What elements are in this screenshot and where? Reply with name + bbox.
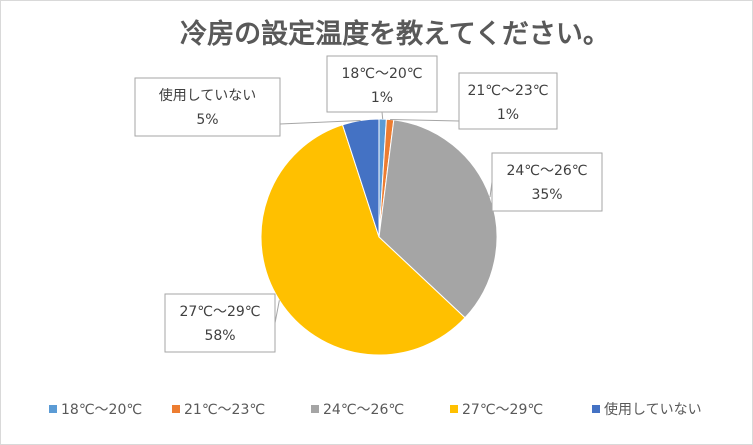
callout-category-label: 27℃～29℃ — [179, 304, 260, 320]
callout-percent-label: 5% — [196, 112, 218, 128]
callout-percent-label: 1% — [497, 107, 519, 123]
legend-swatch — [172, 405, 180, 413]
legend-swatch — [592, 405, 600, 413]
callout-leader-line — [274, 300, 280, 324]
legend-label: 21℃～23℃ — [184, 402, 265, 418]
legend-swatch — [311, 405, 319, 413]
data-callouts: 18℃～20℃ 1% 21℃～23℃ 1% 24℃～26℃ 35% 27℃～29℃ 58% 使用… — [134, 55, 603, 353]
callout-box — [164, 293, 276, 353]
callout-category-label: 18℃～20℃ — [341, 66, 422, 82]
chart-title: 冷房の設定温度を教えてください。 — [180, 18, 610, 50]
callout-category-label: 24℃～26℃ — [506, 163, 587, 179]
callout-box — [491, 152, 603, 212]
legend-item: 使用していない — [592, 401, 702, 418]
callout-box — [134, 77, 281, 137]
callout-leader-line — [381, 111, 384, 120]
callout-percent-label: 1% — [371, 90, 393, 106]
callout-leader-line — [390, 119, 460, 122]
callout-box — [458, 72, 558, 130]
callout-category-label: 使用していない — [159, 87, 257, 104]
pie-slice — [341, 118, 380, 238]
legend-swatch — [450, 405, 458, 413]
callout-category-label: 21℃～23℃ — [467, 83, 548, 99]
legend-item: 24℃～26℃ — [311, 402, 404, 418]
legend-label: 24℃～26℃ — [323, 402, 404, 418]
callout-percent-label: 35% — [531, 187, 562, 203]
legend: 18℃～20℃ 21℃～23℃ 24℃～26℃ 27℃～29℃ 使用していない — [49, 401, 702, 418]
callout-leader-line — [279, 119, 361, 125]
legend-item: 18℃～20℃ — [49, 402, 142, 418]
legend-item: 27℃～29℃ — [450, 402, 543, 418]
pie-slices — [260, 118, 498, 356]
callout-percent-label: 58% — [204, 328, 235, 344]
legend-swatch — [49, 405, 57, 413]
legend-label: 18℃～20℃ — [61, 402, 142, 418]
legend-item: 21℃～23℃ — [172, 402, 265, 418]
pie-slice — [260, 124, 466, 356]
legend-label: 27℃～29℃ — [462, 402, 543, 418]
pie-slice — [378, 119, 498, 319]
legend-label: 使用していない — [604, 401, 702, 418]
callout-box — [326, 55, 438, 113]
